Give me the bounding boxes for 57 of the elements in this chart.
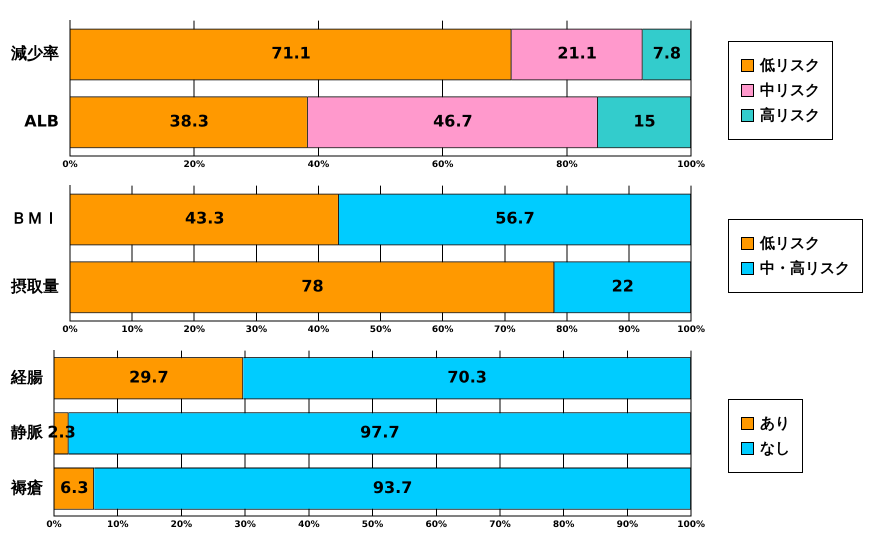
x-tick-label: 40% bbox=[298, 520, 320, 530]
y-tick-label: 経腸 bbox=[10, 367, 43, 386]
data-label: 38.3 bbox=[169, 111, 209, 130]
data-label: 22 bbox=[612, 276, 634, 296]
x-tick-label: 50% bbox=[370, 324, 392, 335]
x-tick-label: 0% bbox=[62, 324, 78, 335]
x-tick-label: 10% bbox=[106, 520, 128, 530]
x-tick-label: 40% bbox=[308, 324, 330, 335]
x-tick-label: 40% bbox=[308, 160, 330, 170]
x-tick-label: 20% bbox=[183, 160, 205, 170]
text: 低リスク bbox=[760, 56, 820, 75]
x-tick-label: 20% bbox=[183, 324, 205, 335]
x-tick-label: 80% bbox=[556, 324, 578, 335]
text: 低リスク bbox=[760, 234, 820, 252]
y-tick-label: ALB bbox=[24, 111, 59, 130]
x-tick-label: 0% bbox=[46, 520, 62, 530]
x-tick-label: 50% bbox=[362, 520, 384, 530]
y-tick-label: ＢＭＩ bbox=[11, 208, 59, 228]
x-tick-label: 30% bbox=[234, 520, 256, 530]
legend-label: 中・高リスク bbox=[760, 258, 850, 278]
x-tick-label: 80% bbox=[556, 160, 578, 170]
x-tick-label: 20% bbox=[170, 520, 192, 530]
data-label: 21.1 bbox=[557, 44, 597, 63]
data-label: 78 bbox=[301, 276, 324, 296]
data-label: 93.7 bbox=[372, 478, 412, 497]
data-label: 43.3 bbox=[184, 208, 224, 228]
legend-label: あり bbox=[760, 414, 790, 432]
x-tick-label: 60% bbox=[425, 520, 448, 530]
data-label: 46.7 bbox=[433, 111, 473, 130]
y-tick-label: 褥瘡 bbox=[10, 478, 43, 497]
x-tick-label: 90% bbox=[616, 520, 638, 530]
x-tick-label: 70% bbox=[489, 520, 511, 530]
x-tick-label: 80% bbox=[552, 520, 574, 530]
x-tick-label: 100% bbox=[677, 324, 706, 335]
data-label: 97.7 bbox=[360, 422, 400, 442]
y-tick-label: 減少率 bbox=[10, 44, 59, 63]
data-label: 56.7 bbox=[495, 208, 535, 228]
data-label: 70.3 bbox=[447, 367, 487, 386]
x-tick-label: 60% bbox=[432, 160, 454, 170]
data-label: 71.1 bbox=[271, 44, 311, 63]
x-tick-label: 90% bbox=[618, 324, 640, 335]
data-label: 7.8 bbox=[652, 44, 682, 63]
x-tick-label: 10% bbox=[121, 324, 143, 335]
x-tick-label: 70% bbox=[494, 324, 516, 335]
x-tick-label: 100% bbox=[677, 520, 706, 530]
data-label: 29.7 bbox=[129, 367, 169, 386]
y-tick-label: 静脈 bbox=[10, 422, 44, 442]
x-tick-label: 60% bbox=[432, 324, 454, 335]
x-tick-label: 0% bbox=[62, 160, 78, 170]
legend-label: 中リスク bbox=[760, 81, 820, 100]
x-tick-label: 100% bbox=[677, 160, 706, 170]
text: なし bbox=[760, 438, 790, 458]
legend-label: 高リスク bbox=[760, 106, 820, 125]
data-label: 15 bbox=[633, 111, 656, 130]
x-tick-label: 30% bbox=[246, 324, 268, 335]
y-tick-label: 摂取量 bbox=[10, 276, 59, 296]
data-label: 6.3 bbox=[60, 478, 88, 497]
